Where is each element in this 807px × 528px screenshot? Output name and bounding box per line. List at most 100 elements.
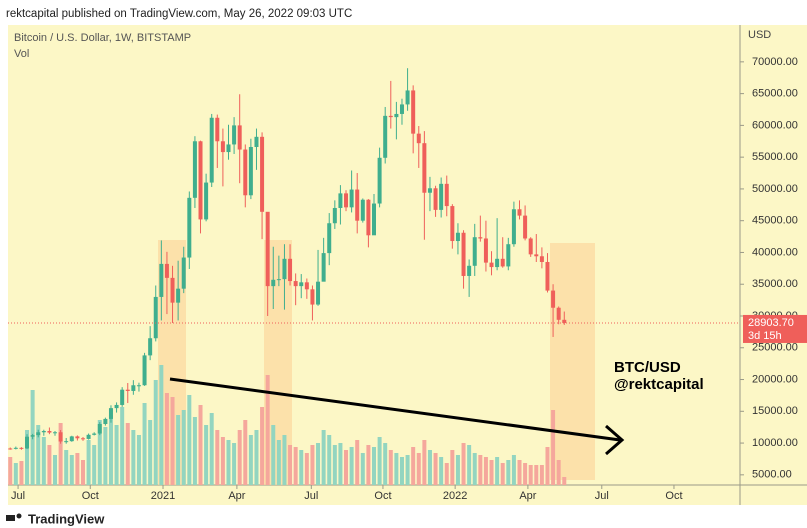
volume-bar bbox=[142, 403, 147, 485]
annotation: BTC/USD bbox=[614, 359, 681, 376]
candle-body bbox=[108, 408, 113, 419]
candle-body bbox=[534, 254, 539, 257]
volume-bar bbox=[204, 425, 209, 485]
candle-body bbox=[41, 430, 46, 433]
candle-body bbox=[416, 133, 421, 144]
volume-bar bbox=[181, 410, 186, 485]
candle-body bbox=[47, 430, 52, 433]
volume-bar bbox=[170, 397, 175, 485]
volume-bar bbox=[108, 415, 113, 485]
last-price-box bbox=[743, 314, 807, 343]
logo-mark bbox=[16, 513, 22, 519]
candle-body bbox=[506, 244, 511, 267]
volume-bar bbox=[237, 430, 242, 485]
candle-body bbox=[92, 433, 97, 435]
volume-bar bbox=[355, 440, 360, 485]
candle-body bbox=[316, 281, 321, 305]
candle-body bbox=[276, 279, 281, 281]
volume-bar bbox=[36, 425, 41, 485]
candle-body bbox=[142, 355, 147, 386]
candle-body bbox=[388, 115, 393, 118]
volume-bar bbox=[243, 420, 248, 485]
candle-body bbox=[394, 113, 399, 118]
candle-body bbox=[439, 183, 444, 210]
volume-bar bbox=[159, 365, 164, 485]
y-tick-label: 65000.00 bbox=[752, 88, 798, 100]
candle-body bbox=[187, 197, 192, 258]
y-tick-label: 35000.00 bbox=[752, 278, 798, 290]
y-tick-label: 20000.00 bbox=[752, 373, 798, 385]
candle-body bbox=[120, 389, 125, 405]
volume-bar bbox=[232, 443, 237, 485]
volume-bar bbox=[416, 453, 421, 485]
volume-bar bbox=[316, 443, 321, 485]
candle-body bbox=[232, 125, 237, 145]
candle-body bbox=[159, 263, 164, 297]
volume-bar bbox=[198, 405, 203, 485]
candle-body bbox=[176, 288, 181, 303]
price-axis-area bbox=[740, 25, 807, 485]
candle-body bbox=[517, 209, 522, 216]
volume-bar bbox=[304, 453, 309, 485]
volume-bar bbox=[545, 447, 550, 485]
volume-bar bbox=[103, 427, 108, 485]
volume-bar bbox=[176, 415, 181, 485]
candle-body bbox=[25, 436, 30, 449]
candle-body bbox=[478, 237, 483, 239]
last-price-label: 28903.70 bbox=[748, 317, 794, 329]
candle-body bbox=[75, 436, 80, 439]
y-tick-label: 10000.00 bbox=[752, 437, 798, 449]
volume-bar bbox=[53, 455, 58, 485]
volume-bar bbox=[372, 447, 376, 485]
publish-header: rektcapital published on TradingView.com… bbox=[6, 8, 352, 20]
candle-body bbox=[103, 418, 108, 425]
candle-body bbox=[192, 141, 197, 198]
candle-body bbox=[131, 385, 136, 391]
volume-bar bbox=[411, 447, 416, 485]
tradingview-logo: TradingView bbox=[6, 511, 105, 526]
volume-bar bbox=[69, 455, 74, 485]
volume-bar bbox=[13, 463, 18, 485]
symbol-legend: Bitcoin / U.S. Dollar, 1W, BITSTAMP bbox=[14, 32, 191, 44]
volume-bar bbox=[41, 437, 46, 485]
y-tick-label: 70000.00 bbox=[752, 56, 798, 68]
volume-bar bbox=[209, 413, 214, 485]
candle-body bbox=[53, 432, 58, 434]
candle-body bbox=[30, 435, 35, 437]
annotation: @rektcapital bbox=[614, 376, 704, 393]
volume-bar bbox=[164, 393, 169, 485]
y-tick-label: 40000.00 bbox=[752, 246, 798, 258]
candle-body bbox=[310, 289, 315, 305]
candle-body bbox=[495, 258, 500, 268]
volume-bar bbox=[405, 455, 410, 485]
footer-brand: TradingView bbox=[28, 511, 105, 526]
volume-bar bbox=[299, 450, 304, 485]
volume-bar bbox=[511, 455, 516, 485]
volume-bar bbox=[254, 430, 259, 485]
y-tick-label: 55000.00 bbox=[752, 151, 798, 163]
volume-bar bbox=[383, 443, 388, 485]
volume-bar bbox=[444, 463, 449, 485]
volume-bar bbox=[349, 447, 354, 485]
volume-bar bbox=[523, 463, 528, 485]
candle-body bbox=[483, 238, 488, 263]
candle-body bbox=[500, 258, 505, 267]
candle-body bbox=[528, 238, 533, 255]
volume-bar bbox=[136, 435, 141, 485]
candle-body bbox=[360, 199, 365, 221]
y-tick-label: 60000.00 bbox=[752, 119, 798, 131]
y-tick-label: 25000.00 bbox=[752, 342, 798, 354]
candle-body bbox=[19, 447, 24, 449]
volume-bar bbox=[506, 460, 511, 485]
candle-body bbox=[523, 215, 528, 239]
volume-bar bbox=[478, 455, 483, 485]
candle-body bbox=[511, 209, 516, 245]
candle-body bbox=[254, 136, 259, 147]
candle-body bbox=[372, 203, 376, 236]
candle-body bbox=[344, 193, 349, 208]
candle-body bbox=[489, 262, 494, 268]
candle-body bbox=[69, 436, 74, 442]
candle-body bbox=[338, 193, 343, 208]
candle-body bbox=[248, 146, 253, 196]
